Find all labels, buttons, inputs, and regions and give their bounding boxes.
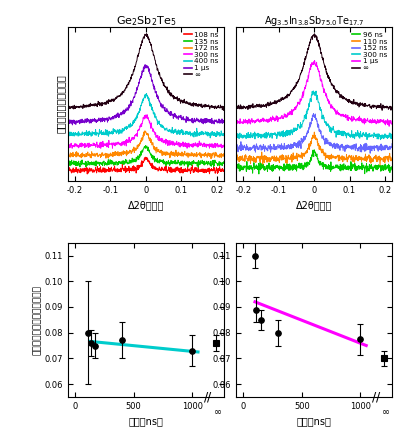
Text: /: / — [376, 390, 380, 404]
Y-axis label: 回折ピーク幅（半値幅：度）: 回折ピーク幅（半値幅：度） — [33, 285, 42, 355]
Title: Ge$_2$Sb$_2$Te$_5$: Ge$_2$Sb$_2$Te$_5$ — [116, 14, 176, 28]
Text: ∞: ∞ — [382, 407, 390, 417]
Y-axis label: 回折強度（任意単位）: 回折強度（任意単位） — [55, 74, 65, 133]
Legend: 96 ns, 110 ns, 152 ns, 300 ns, 1 μs, ∞: 96 ns, 110 ns, 152 ns, 300 ns, 1 μs, ∞ — [350, 30, 388, 73]
Legend: 108 ns, 135 ns, 172 ns, 300 ns, 400 ns, 1 μs, ∞: 108 ns, 135 ns, 172 ns, 300 ns, 400 ns, … — [182, 30, 220, 79]
X-axis label: 時間（ns）: 時間（ns） — [297, 417, 332, 426]
Text: ∞: ∞ — [214, 407, 222, 417]
Text: /: / — [204, 390, 208, 404]
X-axis label: 時間（ns）: 時間（ns） — [128, 417, 163, 426]
X-axis label: Δ2θ（度）: Δ2θ（度） — [128, 200, 164, 211]
X-axis label: Δ2θ（度）: Δ2θ（度） — [296, 200, 332, 211]
Text: /: / — [372, 390, 376, 404]
Text: /: / — [207, 390, 212, 404]
Title: Ag$_{3.5}$In$_{3.8}$Sb$_{75.0}$Te$_{17.7}$: Ag$_{3.5}$In$_{3.8}$Sb$_{75.0}$Te$_{17.7… — [264, 14, 364, 28]
